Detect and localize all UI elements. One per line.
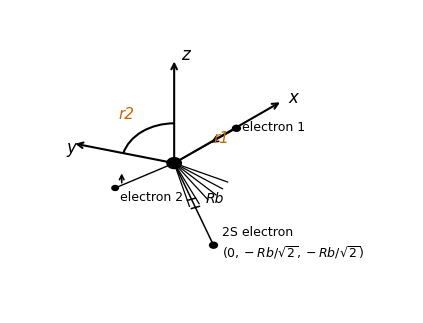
Circle shape (112, 185, 118, 191)
Text: x: x (289, 89, 299, 108)
Circle shape (233, 125, 240, 131)
Text: Rb: Rb (206, 192, 224, 206)
Text: r2: r2 (119, 107, 135, 122)
Text: electron 2: electron 2 (120, 192, 183, 204)
Text: electron 1: electron 1 (242, 120, 305, 133)
Text: 2S electron: 2S electron (222, 226, 293, 239)
Circle shape (209, 242, 217, 248)
Text: y: y (66, 139, 76, 157)
Text: z: z (181, 46, 190, 64)
Text: r1: r1 (214, 131, 230, 146)
Text: $(0, -Rb/\sqrt{2}, -Rb/\sqrt{2})$: $(0, -Rb/\sqrt{2}, -Rb/\sqrt{2})$ (222, 244, 364, 261)
Circle shape (167, 158, 181, 169)
